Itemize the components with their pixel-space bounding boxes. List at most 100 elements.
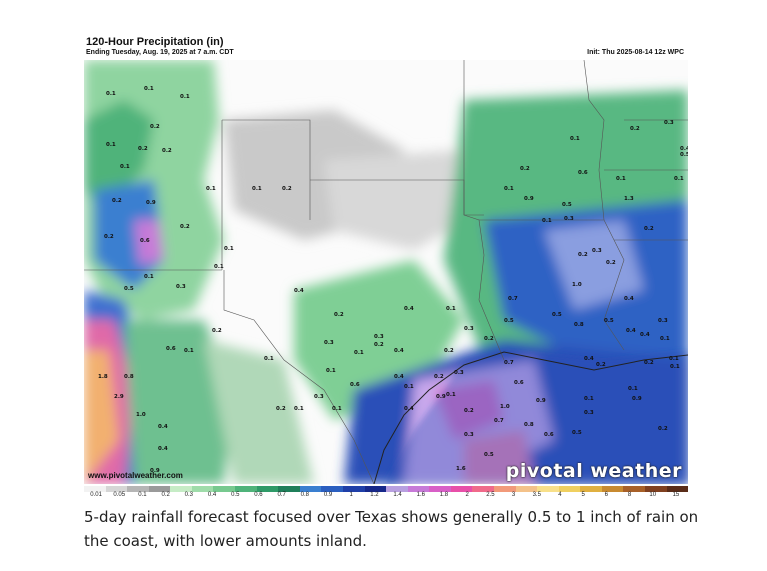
precip-value-label: 0.8 <box>124 374 134 380</box>
precip-value-label: 0.1 <box>404 384 414 390</box>
precip-value-label: 0.1 <box>206 186 216 192</box>
precip-value-label: 0.4 <box>404 406 414 412</box>
legend-tick-label: 10 <box>649 492 657 498</box>
precip-value-label: 0.2 <box>162 148 172 154</box>
precip-value-label: 0.1 <box>669 356 679 362</box>
precip-value-label: 0.3 <box>374 334 384 340</box>
legend-tick-label: 1.6 <box>416 492 425 498</box>
legend-tick-label: 3.5 <box>532 492 541 498</box>
precip-value-label: 0.3 <box>464 432 474 438</box>
precip-value-label: 0.2 <box>464 408 474 414</box>
precip-value-label: 0.1 <box>180 94 190 100</box>
precip-value-label: 0.8 <box>574 322 584 328</box>
precip-value-label: 1.0 <box>136 412 146 418</box>
precip-value-label: 0.1 <box>294 406 304 412</box>
precip-value-label: 0.2 <box>578 252 588 258</box>
precip-value-label: 0.6 <box>140 238 150 244</box>
precip-value-label: 1.0 <box>572 282 582 288</box>
map-title: 120-Hour Precipitation (in) <box>86 36 224 48</box>
legend-tick-label: 0.05 <box>113 492 126 498</box>
value-labels: 0.1 0.1 0.1 0.2 0.2 0.2 0.1 0.1 0.2 0.1 0.1 0.2 0.9 0… <box>98 86 688 474</box>
precip-value-label: 0.1 <box>446 306 456 312</box>
url-watermark: www.pivotalweather.com <box>88 471 183 480</box>
precip-value-label: 0.2 <box>276 406 286 412</box>
precip-value-label: 0.6 <box>514 380 524 386</box>
precip-value-label: 0.1 <box>144 274 154 280</box>
legend-swatch <box>127 486 149 492</box>
precip-value-label: 0.9 <box>536 398 546 404</box>
legend-swatch <box>515 486 538 492</box>
legend-swatch <box>601 486 624 492</box>
legend-swatch <box>407 486 430 492</box>
legend-tick-label: 0.8 <box>300 492 309 498</box>
precip-value-label: 0.4 <box>584 356 594 362</box>
legend-tick-label: 0.3 <box>184 492 194 498</box>
precip-value-label: 0.4 <box>294 288 304 294</box>
legend-swatch <box>450 486 473 492</box>
legend-ticks: 0.01 0.05 0.1 0.2 0.3 0.4 0.5 0.6 0.7 0.8 0.9 1 1.2 1… <box>84 492 688 500</box>
map-subtitle: Ending Tuesday, Aug. 19, 2025 at 7 a.m. … <box>86 49 234 56</box>
precip-value-label: 0.3 <box>592 248 602 254</box>
precip-value-label: 0.5 <box>124 286 134 292</box>
legend-tick-label: 15 <box>672 492 680 498</box>
precip-value-label: 0.2 <box>444 348 454 354</box>
precip-value-label: 2.9 <box>114 394 124 400</box>
precip-value-label: 0.9 <box>146 200 156 206</box>
legend-tick-label: 1.2 <box>370 492 379 498</box>
precip-value-label: 0.9 <box>524 196 534 202</box>
map-init-time: Init: Thu 2025-08-14 12z WPC <box>587 49 684 56</box>
precip-value-label: 0.4 <box>680 146 688 152</box>
precip-value-label: 0.7 <box>494 418 504 424</box>
legend-swatch <box>429 486 451 492</box>
precip-value-label: 0.5 <box>484 452 494 458</box>
color-legend: 0.01 0.05 0.1 0.2 0.3 0.4 0.5 0.6 0.7 0.8 0.9 1 1.2 1… <box>84 486 689 500</box>
precip-value-label: 0.1 <box>332 406 342 412</box>
legend-swatch <box>170 486 192 492</box>
legend-swatch <box>580 486 602 492</box>
legend-swatch <box>321 486 343 492</box>
legend-tick-label: 0.1 <box>138 492 147 498</box>
legend-tick-label: 1.4 <box>393 492 402 498</box>
precip-value-label: 0.2 <box>334 312 344 318</box>
precip-value-label: 0.6 <box>578 170 588 176</box>
precip-value-label: 0.2 <box>658 426 668 432</box>
precip-value-label: 0.3 <box>584 410 594 416</box>
precip-value-label: 0.2 <box>212 328 222 334</box>
precip-map-graphic: 0.1 0.1 0.1 0.2 0.2 0.2 0.1 0.1 0.2 0.1 0.1 0.2 0.9 0… <box>84 60 688 484</box>
legend-tick-label: 0.4 <box>207 492 217 498</box>
precip-value-label: 0.6 <box>166 346 176 352</box>
precip-value-label: 0.4 <box>394 348 404 354</box>
legend-swatch <box>105 486 128 492</box>
legend-tick-label: 8 <box>627 492 632 498</box>
legend-tick-label: 1.8 <box>439 492 449 498</box>
legend-color-bar <box>84 486 689 492</box>
county-lines <box>84 60 688 484</box>
precip-value-label: 0.1 <box>570 136 580 142</box>
legend-swatch <box>558 486 581 492</box>
precip-value-label: 0.3 <box>658 318 668 324</box>
precip-value-label: 0.2 <box>520 166 530 172</box>
precip-value-label: 0.2 <box>484 336 494 342</box>
legend-swatch <box>191 486 214 492</box>
precip-value-label: 0.4 <box>158 424 168 430</box>
precip-value-label: 0.9 <box>632 396 642 402</box>
precip-value-label: 0.1 <box>326 368 336 374</box>
precip-value-label: 0.7 <box>508 296 518 302</box>
precip-value-label: 0.2 <box>596 362 606 368</box>
precip-value-label: 0.8 <box>524 422 534 428</box>
precip-value-label: 0.1 <box>674 176 684 182</box>
precip-value-label: 0.1 <box>628 386 638 392</box>
precip-value-label: 0.3 <box>664 120 674 126</box>
precip-value-label: 0.1 <box>106 91 116 97</box>
legend-swatch <box>472 486 494 492</box>
legend-swatch <box>537 486 559 492</box>
precip-map-figure: 120-Hour Precipitation (in) Ending Tuesd… <box>82 34 690 502</box>
precip-value-label: 0.9 <box>150 468 160 474</box>
legend-swatch <box>235 486 257 492</box>
legend-swatch <box>342 486 365 492</box>
legend-swatch <box>623 486 646 492</box>
precip-value-label: 0.1 <box>224 246 234 252</box>
precip-value-label: 0.3 <box>564 216 574 222</box>
precip-value-label: 0.1 <box>670 364 680 370</box>
precip-value-label: 0.5 <box>504 318 514 324</box>
